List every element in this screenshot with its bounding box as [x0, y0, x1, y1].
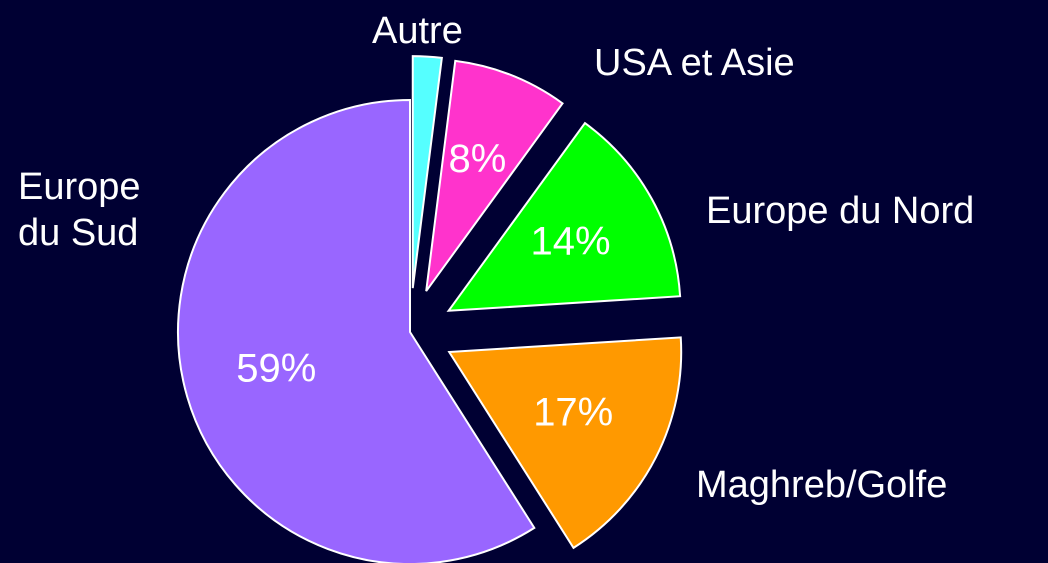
category-label: Europe du Nord	[706, 190, 975, 232]
category-label: Europe du Sud	[18, 166, 141, 254]
pie-slice	[177, 98, 536, 563]
slice-percent-label: 14%	[531, 219, 611, 263]
slice-percent-label: 17%	[533, 391, 613, 435]
category-label: USA et Asie	[594, 42, 795, 84]
category-label: Maghreb/Golfe	[696, 464, 948, 506]
slice-percent-label: 8%	[449, 137, 507, 181]
pie-slice	[447, 336, 683, 550]
pie-slice	[446, 121, 682, 312]
pie-slice	[425, 59, 564, 292]
slice-percent-label: 59%	[236, 346, 316, 390]
category-label: Autre	[372, 10, 463, 52]
pie-slice	[411, 55, 443, 289]
